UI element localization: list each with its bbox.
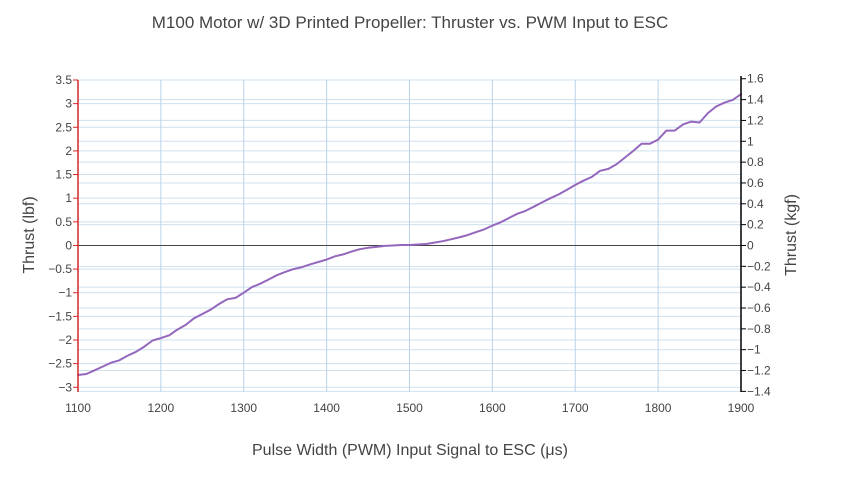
y2-tick-label: 0.4 (747, 197, 764, 211)
y2-tick-label: 0.2 (747, 218, 764, 232)
y2-tick-label: −0.4 (747, 280, 771, 294)
y2-tick-labels: 1.6 1.4 1.2 1 0.8 0.6 0.4 0.2 0 −0.2 −0.4 −0.6 −0.8 −… (741, 72, 771, 398)
y2-tick-label: −1 (747, 343, 761, 357)
series-line (77, 93, 742, 376)
y-tick-label: −2.5 (48, 357, 72, 371)
x-tick-label: 1900 (728, 401, 755, 415)
x-tick-label: 1400 (313, 401, 340, 415)
x-tick-label: 1700 (562, 401, 589, 415)
y-tick-label: −2 (58, 333, 72, 347)
x-tick-label: 1500 (396, 401, 423, 415)
y2-tick-label: −1.4 (747, 384, 771, 398)
y-tick-label: 0 (65, 238, 72, 252)
y2-tick-label: 0 (747, 238, 754, 252)
y-tick-label: 2.5 (55, 120, 72, 134)
y-tick-label: 0.5 (55, 215, 72, 229)
y2-tick-label: −0.8 (747, 322, 771, 336)
x-tick-label: 1300 (230, 401, 257, 415)
y2-tick-label: 1.4 (747, 93, 764, 107)
x-tick-label: 1200 (148, 401, 175, 415)
y2-tick-label: 1.2 (747, 113, 764, 127)
x-tick-label: 1800 (645, 401, 672, 415)
x-tick-label: 1600 (479, 401, 506, 415)
y-tick-label: 3.5 (55, 73, 72, 87)
y-tick-label: 1 (65, 191, 72, 205)
x-axis-title: Pulse Width (PWM) Input Signal to ESC (μ… (252, 442, 568, 459)
y-tick-label: 3 (65, 97, 72, 111)
y-tick-label: −1 (58, 286, 72, 300)
y2-tick-label: 0.6 (747, 176, 764, 190)
x-tick-label: 1100 (65, 401, 91, 415)
y-tick-label: −1.5 (48, 309, 72, 323)
y2-tick-label: −0.6 (747, 301, 771, 315)
y2-tick-label: −1.2 (747, 364, 771, 378)
y2-tick-label: 1 (747, 134, 754, 148)
series-group (77, 93, 742, 376)
y-tick-labels: 3.5 3 2.5 2 1.5 1 0.5 0 −0.5 −1 −1.5 −2 −2.5 −3 (48, 73, 78, 394)
y-tick-label: 1.5 (55, 168, 72, 182)
x-tick-labels: 1100 1200 1300 1400 1500 1600 1700 1800 1900 (65, 401, 755, 415)
grid (78, 79, 741, 392)
y2-tick-label: 1.6 (747, 72, 764, 86)
y-tick-label: −3 (58, 380, 72, 394)
y-tick-label: 2 (65, 144, 72, 158)
y-axis-title: Thrust (lbf) (21, 196, 38, 273)
y2-tick-label: 0.8 (747, 155, 764, 169)
y-tick-label: −0.5 (48, 262, 72, 276)
chart-title: M100 Motor w/ 3D Printed Propeller: Thru… (152, 13, 668, 32)
y2-tick-label: −0.2 (747, 259, 771, 273)
y2-axis-title: Thrust (kgf) (783, 194, 800, 276)
